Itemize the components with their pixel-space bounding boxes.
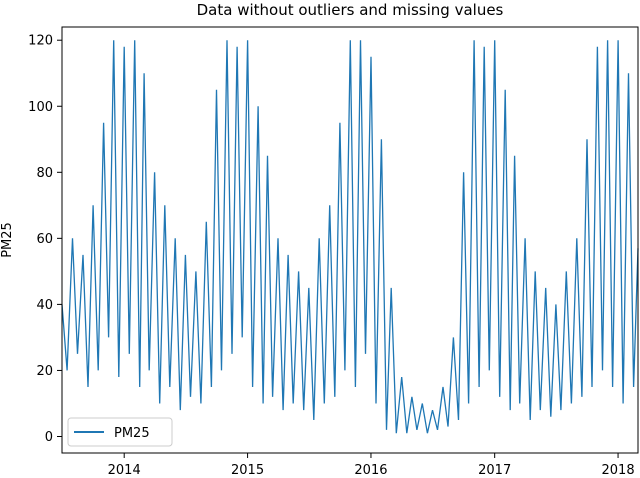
legend-box xyxy=(67,417,173,447)
plot-frame xyxy=(61,26,639,454)
y-axis-ticks: 0 20 40 60 80 100 120 xyxy=(28,34,62,445)
y-axis-label: PM25 xyxy=(0,222,15,258)
y-tick-label: 120 xyxy=(28,34,53,49)
legend: PM25 xyxy=(67,417,173,447)
x-tick-label: 2015 xyxy=(231,463,264,478)
y-tick-label: 100 xyxy=(28,100,53,115)
chart-title: Data without outliers and missing values xyxy=(197,1,504,19)
y-tick-label: 80 xyxy=(36,166,53,181)
x-axis-ticks: 2014 2015 2016 2017 2018 xyxy=(108,453,635,478)
x-tick-label: 2014 xyxy=(108,463,141,478)
plot-area xyxy=(61,26,639,454)
x-tick-label: 2018 xyxy=(602,463,635,478)
series-line-pm25 xyxy=(61,40,639,434)
y-tick-label: 40 xyxy=(36,298,53,313)
y-tick-label: 0 xyxy=(45,430,53,445)
y-tick-label: 20 xyxy=(36,364,53,379)
y-tick-label: 60 xyxy=(36,232,53,247)
x-tick-label: 2017 xyxy=(478,463,511,478)
legend-label-pm25: PM25 xyxy=(114,426,150,441)
x-tick-label: 2016 xyxy=(354,463,387,478)
